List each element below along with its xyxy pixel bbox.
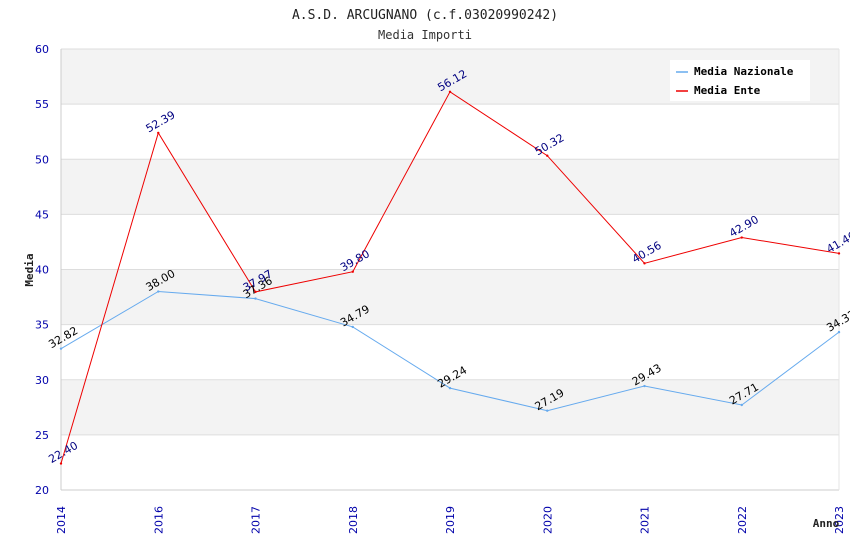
y-tick-label: 40: [35, 264, 49, 277]
chart-subtitle: Media Importi: [378, 28, 472, 42]
y-tick-label: 55: [35, 98, 49, 111]
data-point: [643, 384, 646, 388]
data-point: [546, 154, 549, 157]
y-tick-label: 30: [35, 374, 49, 387]
y-tick-label: 45: [35, 208, 49, 221]
data-point: [351, 325, 354, 329]
data-point: [546, 409, 549, 412]
data-point: [448, 386, 452, 390]
data-point: [157, 290, 160, 293]
x-tick-label: 2017: [250, 506, 263, 534]
x-tick-label: 2019: [444, 506, 457, 534]
data-point: [837, 330, 841, 334]
x-tick-label: 2018: [347, 506, 360, 534]
x-tick-label: 2014: [55, 506, 68, 534]
y-tick-label: 50: [35, 153, 49, 166]
y-tick-label: 25: [35, 429, 49, 442]
y-tick-label: 35: [35, 319, 49, 332]
data-point: [837, 252, 841, 255]
data-point: [740, 236, 743, 239]
data-point: [254, 290, 257, 294]
y-tick-label: 60: [35, 43, 49, 56]
grid-band: [61, 159, 839, 215]
legend-label-media-ente: Media Ente: [694, 84, 761, 97]
chart-title: A.S.D. ARCUGNANO (c.f.03020990242): [292, 8, 558, 23]
legend: Media Nazionale Media Ente: [670, 60, 810, 101]
data-point: [59, 462, 63, 465]
y-axis-title: Media: [23, 253, 36, 286]
axes: [60, 49, 840, 491]
grid-band: [61, 269, 839, 325]
grid-band: [61, 104, 839, 160]
legend-label-media-nazionale: Media Nazionale: [694, 65, 794, 78]
x-tick-label: 2023: [833, 506, 846, 534]
data-point: [448, 90, 452, 93]
data-point: [740, 403, 743, 407]
grid-band: [61, 324, 839, 380]
grid-band: [61, 214, 839, 270]
legend-box: [670, 60, 810, 101]
x-tick-label: 2022: [736, 506, 749, 534]
series-group: [59, 90, 841, 465]
data-point: [643, 262, 646, 265]
y-tick-label: 20: [35, 484, 49, 497]
x-tick-label: 2020: [541, 506, 554, 534]
tick-labels: 20 25 30 35 40 45 50 55 60 2014 2016 2017 2018 2019 20…: [35, 43, 846, 534]
grid-bands: [61, 49, 839, 490]
data-point: [157, 131, 160, 135]
data-point: [351, 270, 354, 273]
x-tick-label: 2016: [152, 506, 165, 534]
data-point: [59, 347, 63, 350]
data-point: [254, 297, 257, 300]
x-axis-title: Anno: [813, 517, 840, 530]
x-tick-label: 2021: [639, 506, 652, 534]
grid-band: [61, 434, 839, 490]
